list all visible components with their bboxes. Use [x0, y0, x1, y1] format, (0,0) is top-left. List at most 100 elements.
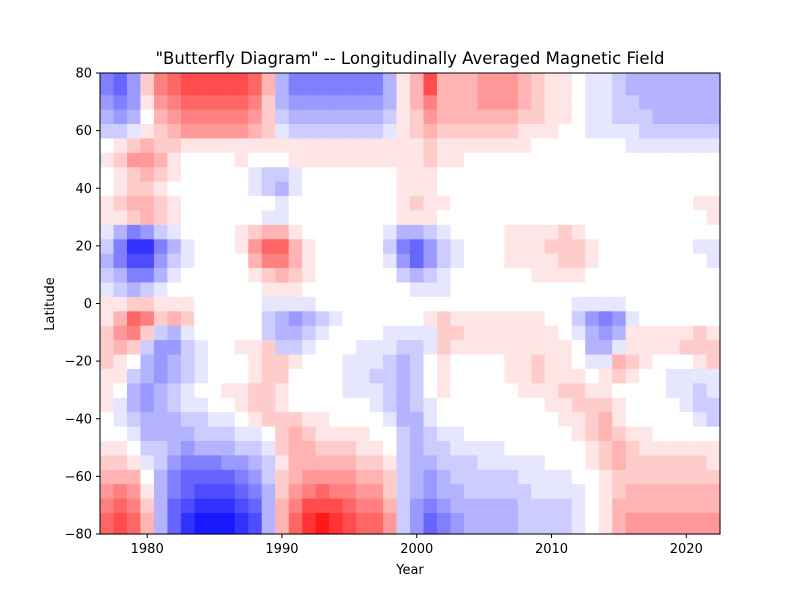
heatmap-cell	[302, 497, 317, 513]
heatmap-cell	[140, 238, 155, 254]
heatmap-cell	[423, 483, 438, 499]
heatmap-cell	[423, 224, 438, 240]
heatmap-cell	[113, 123, 128, 139]
heatmap-cell	[153, 497, 168, 513]
heatmap-cell	[383, 253, 398, 269]
heatmap-cell	[396, 497, 411, 513]
heatmap-cell	[288, 310, 303, 326]
heatmap-cell	[356, 497, 371, 513]
heatmap-cell	[288, 425, 303, 441]
heatmap-cell	[490, 152, 505, 168]
heatmap-cell	[693, 382, 708, 398]
heatmap-cell	[666, 339, 681, 355]
heatmap-cell	[666, 152, 681, 168]
heatmap-cell	[517, 166, 532, 182]
heatmap-cell	[153, 181, 168, 197]
heatmap-cell	[652, 224, 667, 240]
y-tick-label: 80	[75, 67, 92, 82]
heatmap-cell	[180, 310, 195, 326]
heatmap-cell	[585, 368, 600, 384]
heatmap-cell	[248, 483, 263, 499]
heatmap-cell	[450, 195, 465, 211]
heatmap-cell	[113, 497, 128, 513]
heatmap-cell	[612, 109, 627, 125]
heatmap-cell	[302, 238, 317, 254]
heatmap-cell	[490, 209, 505, 225]
heatmap-cell	[302, 209, 317, 225]
heatmap-cell	[639, 94, 654, 110]
heatmap-cell	[140, 512, 155, 528]
heatmap-cell	[423, 181, 438, 197]
heatmap-cell	[450, 310, 465, 326]
heatmap-cell	[666, 109, 681, 125]
heatmap-cell	[396, 310, 411, 326]
heatmap-cell	[180, 454, 195, 470]
heatmap-cell	[383, 137, 398, 153]
heatmap-cell	[248, 281, 263, 297]
heatmap-cell	[315, 152, 330, 168]
heatmap-cell	[423, 109, 438, 125]
heatmap-cell	[221, 325, 236, 341]
heatmap-cell	[517, 411, 532, 427]
heatmap-cell	[639, 152, 654, 168]
heatmap-cell	[423, 353, 438, 369]
heatmap-cell	[167, 109, 182, 125]
heatmap-cell	[639, 368, 654, 384]
heatmap-cell	[706, 181, 721, 197]
heatmap-cell	[194, 181, 209, 197]
heatmap-cell	[410, 368, 425, 384]
heatmap-cell	[329, 152, 344, 168]
heatmap-cell	[140, 281, 155, 297]
heatmap-cell	[625, 224, 640, 240]
heatmap-cell	[679, 425, 694, 441]
heatmap-cell	[396, 209, 411, 225]
heatmap-cell	[383, 310, 398, 326]
heatmap-cell	[693, 526, 708, 535]
heatmap-cell	[679, 94, 694, 110]
heatmap-cell	[113, 73, 128, 81]
heatmap-cell	[463, 137, 478, 153]
heatmap-cell	[558, 94, 573, 110]
heatmap-cell	[383, 80, 398, 96]
heatmap-cell	[652, 382, 667, 398]
heatmap-cell	[490, 397, 505, 413]
heatmap-cell	[625, 512, 640, 528]
heatmap-cell	[275, 181, 290, 197]
heatmap-cell	[153, 483, 168, 499]
heatmap-cell	[544, 325, 559, 341]
heatmap-cell	[126, 454, 142, 470]
heatmap-cell	[585, 469, 600, 485]
heatmap-cell	[666, 353, 681, 369]
heatmap-cell	[140, 296, 155, 312]
heatmap-cell	[248, 253, 263, 269]
heatmap-cell	[302, 454, 317, 470]
heatmap-cell	[504, 296, 519, 312]
heatmap-cell	[356, 166, 371, 182]
heatmap-cell	[221, 123, 236, 139]
heatmap-cell	[477, 238, 492, 254]
heatmap-cell	[383, 454, 398, 470]
heatmap-cell	[369, 209, 384, 225]
heatmap-cell	[598, 425, 613, 441]
heatmap-cell	[706, 310, 721, 326]
heatmap-cell	[477, 296, 492, 312]
heatmap-cell	[302, 296, 317, 312]
heatmap-cell	[221, 310, 236, 326]
heatmap-cell	[517, 469, 532, 485]
heatmap-cell	[517, 181, 532, 197]
heatmap-cell	[302, 181, 317, 197]
heatmap-cell	[207, 483, 222, 499]
heatmap-cell	[558, 238, 573, 254]
heatmap-cell	[666, 310, 681, 326]
heatmap-cell	[544, 123, 559, 139]
heatmap-cell	[571, 267, 586, 283]
heatmap-cell	[329, 73, 344, 81]
heatmap-cell	[410, 267, 425, 283]
heatmap-cell	[356, 152, 371, 168]
heatmap-cell	[639, 526, 654, 535]
heatmap-cell	[113, 339, 128, 355]
heatmap-cell	[180, 325, 195, 341]
heatmap-cell	[639, 123, 654, 139]
heatmap-cell	[383, 109, 398, 125]
heatmap-cell	[558, 425, 573, 441]
